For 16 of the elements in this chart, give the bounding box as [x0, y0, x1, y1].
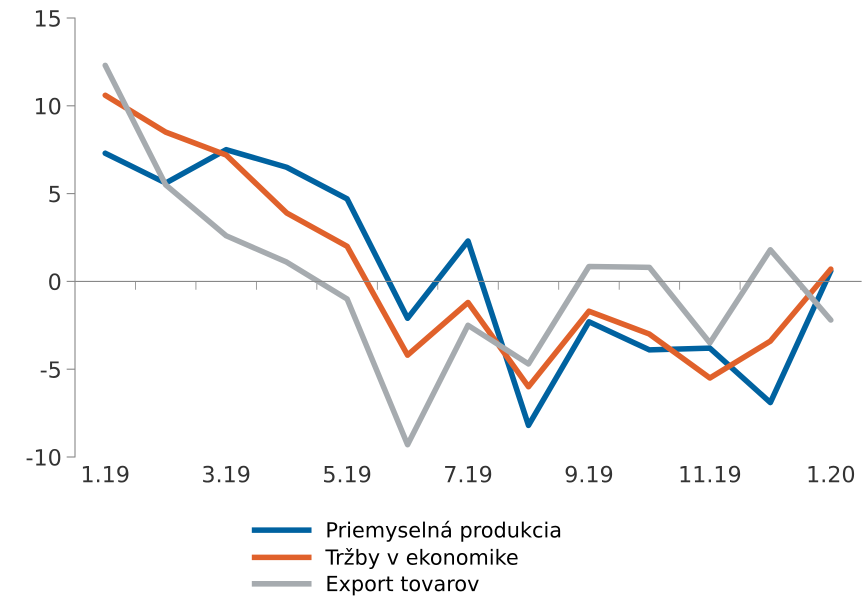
x-tick-label: 1.19 [82, 466, 128, 483]
legend-label: Tržby v ekonomike [325, 548, 518, 570]
y-tick-label: 5 [49, 186, 60, 202]
x-tick-label: 7.19 [445, 466, 492, 483]
x-tick-label: 5.19 [324, 466, 370, 483]
y-tick-label: -10 [26, 448, 60, 466]
x-tick-label: 9.19 [566, 466, 612, 483]
x-tick-label: 11.19 [680, 466, 740, 483]
x-tick-label: 3.19 [203, 466, 250, 483]
legend-label: Export tovarov [327, 576, 479, 596]
y-tick-label: 10 [36, 98, 60, 115]
y-tick-label: 0 [49, 273, 60, 290]
y-tick-label: -5 [40, 361, 60, 378]
x-tick-label: 1.20 [808, 466, 854, 483]
y-tick-label: 15 [36, 10, 60, 27]
legend-label: Priemyselná produkcia [327, 520, 560, 542]
